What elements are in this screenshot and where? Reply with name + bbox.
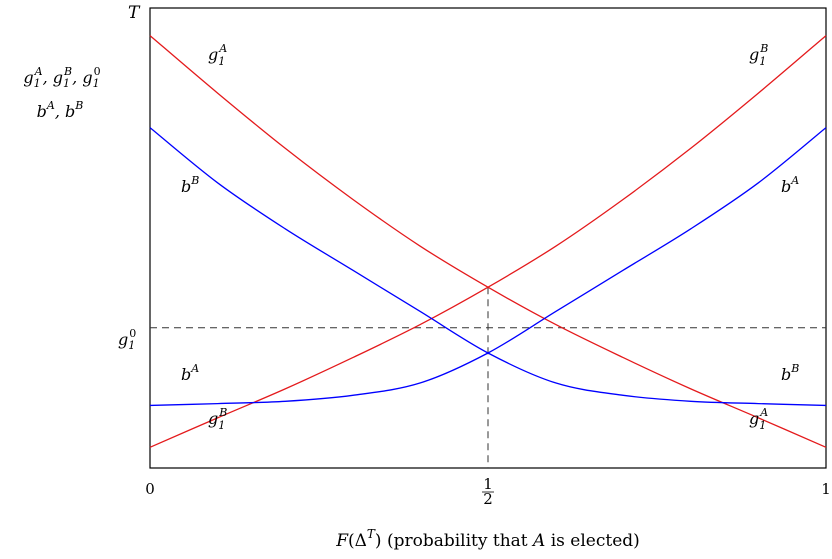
- curve-label-bB-lower: bB: [781, 362, 799, 384]
- series-line-g1B: [149, 35, 827, 448]
- series-line-g1A: [149, 35, 827, 448]
- y-axis-label-line1: g1A, g1B, g10: [23, 65, 100, 90]
- series-line-bA: [149, 127, 827, 407]
- curve-label-g1B-top: g1B: [749, 42, 768, 68]
- x-tick-label-0: 0: [145, 480, 155, 498]
- y-tick-label-g10: g10: [118, 327, 136, 352]
- curve-label-bB-upper: bB: [181, 174, 199, 196]
- y-axis-label-line2: bA, bB: [37, 99, 84, 121]
- svg-text:1: 1: [483, 475, 493, 493]
- x-tick-label-half: 1 2: [482, 475, 494, 508]
- curve-label-bA-upper: bA: [781, 174, 799, 196]
- curve-label-g1A-top: g1A: [208, 42, 227, 68]
- y-top-label: T: [128, 3, 141, 23]
- svg-text:2: 2: [483, 490, 493, 508]
- curve-label-bA-lower: bA: [181, 362, 199, 384]
- curve-label-g1A-bottom: g1A: [749, 406, 768, 432]
- curve-label-g1B-bottom: g1B: [208, 406, 227, 432]
- series-layer: [149, 35, 827, 448]
- x-axis-label: F(ΔT) (probability that A is elected): [335, 527, 640, 551]
- x-tick-label-1: 1: [821, 480, 831, 498]
